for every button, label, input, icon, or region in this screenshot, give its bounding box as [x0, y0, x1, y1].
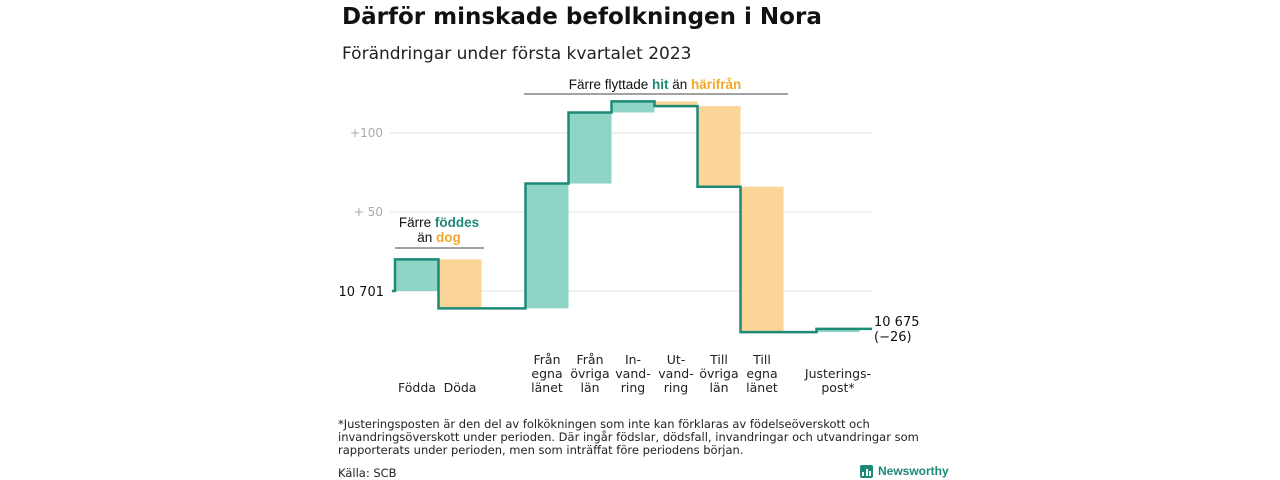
- category-label: övriga: [699, 366, 738, 381]
- category-label: länet: [746, 380, 778, 395]
- category-label: In-: [625, 352, 641, 367]
- category-label: ring: [664, 380, 688, 395]
- category-label: länet: [531, 380, 563, 395]
- waterfall-bar: [611, 101, 655, 113]
- category-label: Döda: [444, 380, 477, 395]
- category-label: län: [580, 380, 599, 395]
- migration-annotation: Färre flyttade hit än härifrån: [569, 77, 742, 92]
- waterfall-bar: [525, 183, 569, 309]
- category-label: Till: [752, 352, 771, 367]
- category-label: egna: [746, 366, 777, 381]
- category-label: egna: [531, 366, 562, 381]
- brand-name: Newsworthy: [878, 464, 949, 478]
- waterfall-bar: [697, 106, 741, 187]
- bar-chart-icon: [860, 464, 873, 478]
- y-tick-label: +100: [350, 126, 383, 140]
- category-label: vand-: [615, 366, 650, 381]
- y-tick-label: + 50: [354, 205, 383, 219]
- chart-title: Därför minskade befolkningen i Nora: [342, 4, 822, 30]
- category-label: Ut-: [667, 352, 686, 367]
- category-label: Justerings-: [804, 366, 871, 381]
- end-value-label: 10 675: [874, 315, 920, 330]
- waterfall-bar: [654, 101, 698, 107]
- waterfall-bar: [816, 328, 860, 333]
- category-label: vand-: [658, 366, 693, 381]
- category-label: Till: [709, 352, 728, 367]
- category-label: Från: [576, 352, 603, 367]
- category-label: Från: [533, 352, 560, 367]
- chart-subtitle: Förändringar under första kvartalet 2023: [342, 44, 692, 64]
- category-label: ring: [621, 380, 645, 395]
- level-line: [392, 100, 872, 334]
- end-value-label: (−26): [874, 330, 912, 345]
- newsworthy-logo: Newsworthy: [860, 464, 949, 478]
- waterfall-bar: [568, 112, 612, 184]
- category-label: post*: [821, 380, 854, 395]
- category-label: Födda: [398, 380, 436, 395]
- source-label: Källa: SCB: [338, 466, 397, 480]
- category-label: län: [709, 380, 728, 395]
- births-annotation: Färre föddes: [399, 215, 479, 230]
- waterfall-bar: [438, 259, 482, 309]
- waterfall-bar: [740, 186, 784, 333]
- waterfall-bar: [395, 259, 439, 291]
- footnote: *Justeringsposten är den del av folkökni…: [338, 417, 919, 457]
- start-value-label: 10 701: [339, 285, 385, 300]
- category-label: övriga: [570, 366, 609, 381]
- deaths-annotation: än dog: [417, 230, 461, 245]
